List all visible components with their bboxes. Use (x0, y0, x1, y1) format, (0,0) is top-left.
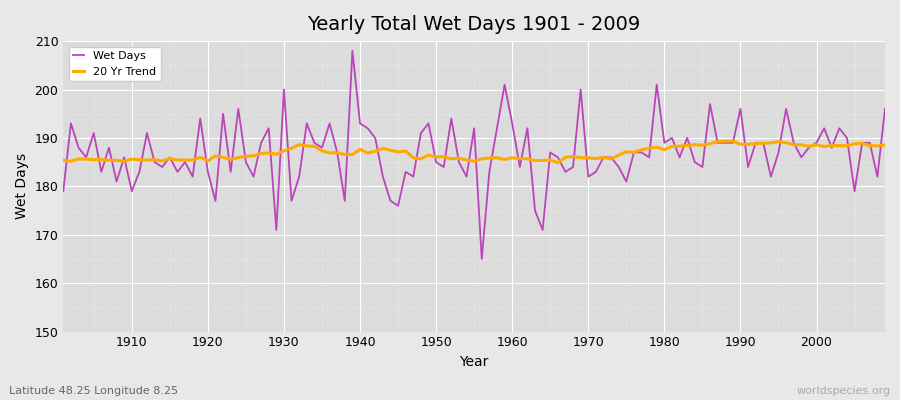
Wet Days (515, 164, 526, 169)
Text: Latitude 48.25 Longitude 8.25: Latitude 48.25 Longitude 8.25 (9, 386, 178, 396)
20 Yr Trend (879, 142, 890, 147)
Title: Yearly Total Wet Days 1901 - 2009: Yearly Total Wet Days 1901 - 2009 (308, 15, 641, 34)
Legend: Wet Days, 20 Yr Trend: Wet Days, 20 Yr Trend (68, 47, 161, 81)
Wet Days (476, 256, 487, 261)
20 Yr Trend (286, 146, 297, 151)
Wet Days (58, 189, 68, 194)
Wet Days (119, 155, 130, 160)
20 Yr Trend (553, 160, 563, 165)
20 Yr Trend (500, 157, 510, 162)
Y-axis label: Wet Days: Wet Days (15, 153, 29, 220)
20 Yr Trend (720, 139, 731, 144)
Wet Days (522, 126, 533, 131)
20 Yr Trend (119, 159, 130, 164)
Wet Days (613, 164, 624, 169)
Wet Days (332, 150, 343, 155)
Line: Wet Days: Wet Days (63, 51, 885, 259)
X-axis label: Year: Year (460, 355, 489, 369)
20 Yr Trend (606, 156, 616, 161)
Text: worldspecies.org: worldspecies.org (796, 386, 891, 396)
Wet Days (347, 48, 358, 53)
20 Yr Trend (507, 155, 517, 160)
20 Yr Trend (332, 150, 343, 155)
Wet Days (879, 106, 890, 111)
Line: 20 Yr Trend: 20 Yr Trend (63, 141, 885, 163)
Wet Days (286, 198, 297, 203)
20 Yr Trend (58, 158, 68, 163)
